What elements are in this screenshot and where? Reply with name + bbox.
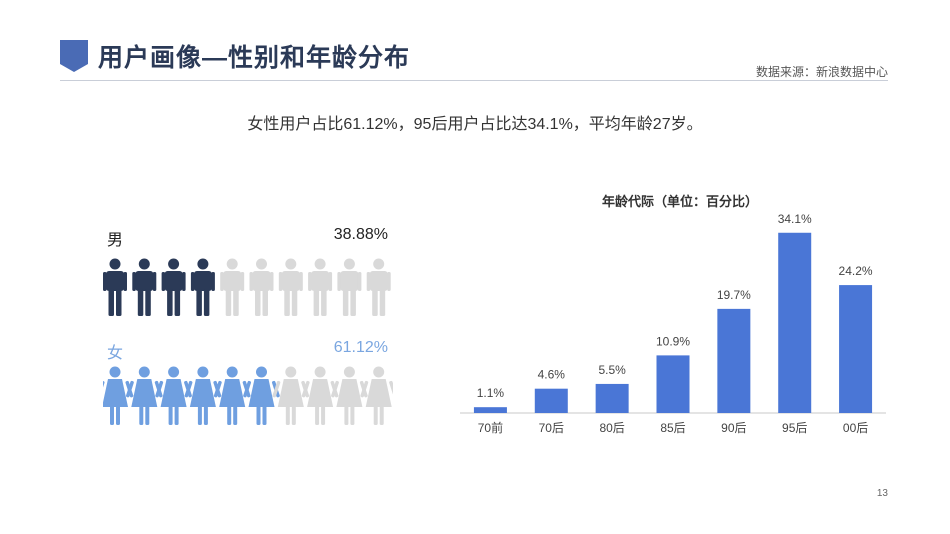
male-person-icon [337,258,362,316]
female-person-icon [103,366,134,425]
bar-value-label: 34.1% [778,212,812,226]
male-icon-row [103,258,391,316]
female-person-icon [331,366,368,425]
summary-text: 女性用户占比61.12%，95后用户占比达34.1%，平均年龄27岁。 [247,116,703,133]
male-percent: 38.88% [333,226,388,243]
data-source: 数据来源：新浪数据中心 [755,65,888,79]
x-tick-label: 70后 [539,421,564,435]
male-person-icon [278,258,303,316]
age-bar-chart: 1.1% 70前 4.6% 70后 5.5% 80后 10.9% 85后 19.7% 90后 34.… [460,212,886,435]
female-icon-row [103,366,393,425]
female-person-icon [155,366,192,425]
male-person-icon [161,258,186,316]
bar [839,285,873,413]
title-badge-icon [60,40,88,72]
male-person-icon [366,258,391,316]
x-tick-label: 00后 [843,421,868,435]
female-person-icon [213,366,251,425]
bar [778,232,812,413]
bar-value-label: 1.1% [477,386,505,400]
bar-value-label: 4.6% [538,368,566,382]
chart-title: 年龄代际（单位：百分比） [601,194,758,209]
male-person-icon [249,258,274,316]
bar [473,407,507,413]
page-title: 用户画像—性别和年龄分布 [98,44,411,72]
male-person-icon [103,258,127,316]
male-person-icon [190,258,215,316]
x-tick-label: 70前 [478,420,503,435]
bar [595,383,629,413]
bar [717,308,751,413]
x-tick-label: 80后 [599,421,624,435]
x-tick-label: 90后 [721,421,746,435]
female-person-icon [360,366,393,425]
female-percent: 61.12% [333,339,388,356]
bar [656,355,690,413]
bar-value-label: 5.5% [598,363,626,377]
male-person-icon [132,258,157,316]
male-label: 男 [107,232,124,249]
x-tick-label: 85后 [660,421,685,435]
male-person-icon [308,258,333,316]
x-tick-label: 95后 [782,421,807,435]
bar-value-label: 10.9% [656,334,690,348]
bar-value-label: 24.2% [839,264,873,278]
female-label: 女 [107,345,124,362]
bar [534,388,568,413]
header-divider [60,80,888,81]
page-number: 13 [876,488,888,499]
bar-value-label: 19.7% [717,288,751,302]
male-person-icon [220,258,245,316]
female-person-icon [126,366,163,425]
